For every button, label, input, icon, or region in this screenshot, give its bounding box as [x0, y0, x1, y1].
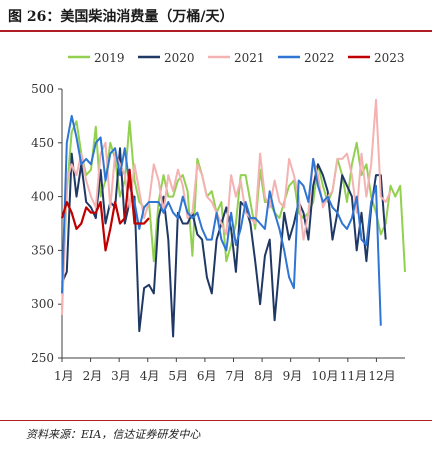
y-tick-label: 350 [31, 243, 54, 257]
y-tick-label: 500 [31, 82, 54, 96]
y-tick-label: 400 [31, 190, 54, 204]
x-tick-label: 1月 [54, 369, 74, 383]
x-tick-label: 3月 [111, 369, 131, 383]
x-tick-label: 2月 [83, 369, 103, 383]
legend-label-2021: 2021 [234, 51, 265, 65]
series-line-2022 [61, 114, 382, 326]
chart-title: 图 26：美国柴油消费量（万桶/天） [8, 9, 234, 25]
legend: 2019 2020 2021 2022 2023 [68, 51, 405, 65]
legend-label-2022: 2022 [304, 51, 335, 65]
title-rule [0, 30, 432, 32]
series-line-2023 [60, 168, 150, 252]
x-tick-label: 4月 [140, 369, 160, 383]
y-tick-label: 250 [31, 351, 54, 365]
source-rule [0, 420, 432, 421]
y-tick-label: 450 [31, 136, 54, 150]
x-tick-label: 12月 [368, 369, 395, 383]
x-tick-label: 5月 [168, 369, 188, 383]
x-tick-label: 6月 [197, 369, 217, 383]
series-line-2020 [61, 147, 387, 338]
x-tick-label: 11月 [340, 369, 367, 383]
x-tick-label: 10月 [311, 369, 338, 383]
legend-label-2023: 2023 [374, 51, 405, 65]
series-lines [60, 98, 406, 338]
source-note: 资料来源：EIA，信达证券研发中心 [26, 428, 201, 441]
x-tick-label: 7月 [226, 369, 246, 383]
x-tick-label: 9月 [283, 369, 303, 383]
legend-label-2019: 2019 [94, 51, 125, 65]
legend-label-2020: 2020 [164, 51, 195, 65]
y-tick-label: 300 [31, 297, 54, 311]
chart-area: 2019 2020 2021 2022 2023 250 300 350 400 450 500 1… [31, 51, 406, 383]
x-tick-label: 8月 [254, 369, 274, 383]
